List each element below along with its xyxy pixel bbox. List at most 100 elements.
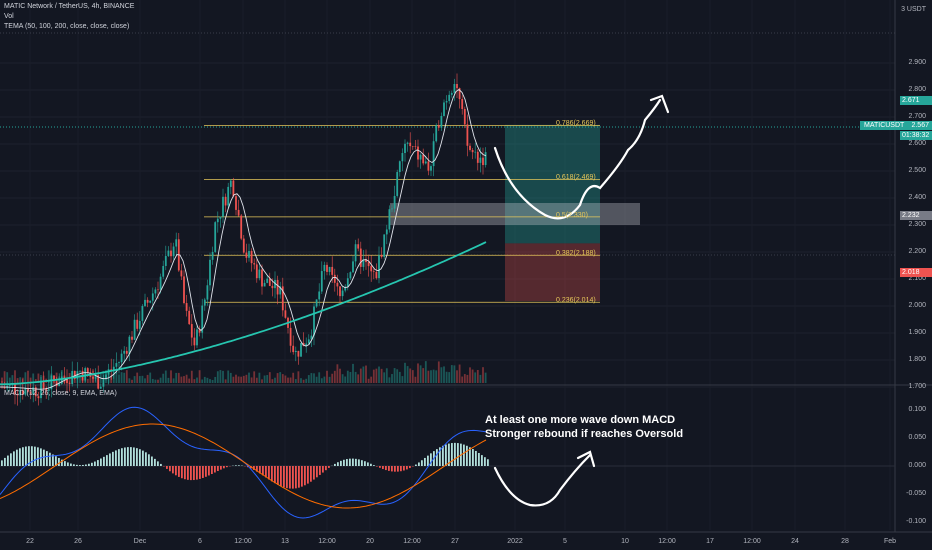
macd-histogram-bar (328, 466, 330, 468)
macd-histogram-bar (286, 466, 288, 489)
volume-bar (86, 378, 89, 383)
macd-histogram-bar (100, 458, 102, 466)
volume-bar (167, 377, 170, 383)
macd-histogram-bar (373, 465, 375, 466)
volume-bar (349, 371, 352, 383)
candle-body (326, 264, 328, 272)
macd-histogram-bar (475, 450, 477, 466)
macd-histogram-bar (202, 466, 204, 478)
candle-body (315, 299, 318, 307)
volume-bar (344, 376, 347, 383)
macd-histogram-bar (169, 466, 171, 472)
candle-body (190, 324, 193, 338)
macd-histogram-bar (226, 466, 228, 468)
macd-legend[interactable]: MACD (12, 26, close, 9, EMA, EMA) (4, 390, 117, 397)
price-tick: 2.200 (908, 248, 926, 255)
macd-histogram-bar (4, 457, 6, 466)
macd-histogram-bar (481, 455, 483, 466)
volume-bar (385, 368, 388, 383)
candle-body (250, 250, 253, 264)
volume-bar (245, 374, 248, 383)
volume-bar (24, 372, 27, 383)
candle-body (47, 389, 50, 391)
tema-legend[interactable]: TEMA (50, 100, 200, close, close, close) (4, 23, 130, 30)
candle-body (105, 374, 107, 380)
macd-histogram-bar (136, 448, 138, 466)
volume-bar (406, 366, 409, 383)
volume-bar (37, 373, 40, 383)
macd-histogram-bar (253, 466, 255, 470)
volume-bar (453, 365, 456, 383)
candle-body (266, 278, 269, 283)
volume-bar (32, 373, 35, 383)
candle-body (196, 329, 198, 346)
candle-body (172, 246, 175, 257)
candle-body (318, 291, 321, 300)
macd-tick: -0.100 (906, 518, 926, 525)
macd-histogram-bar (37, 447, 39, 466)
volume-bar (372, 369, 375, 383)
candle-body (37, 396, 40, 399)
macd-histogram-bar (469, 447, 471, 466)
macd-histogram-bar (88, 463, 90, 466)
macd-histogram-bar (385, 466, 387, 471)
volume-bar (300, 378, 302, 383)
macd-histogram-bar (448, 443, 450, 466)
candle-body (125, 350, 128, 354)
candle-body (211, 251, 214, 260)
volume-bar (175, 372, 178, 383)
volume-legend[interactable]: Vol (4, 13, 14, 20)
candle-body (484, 152, 487, 166)
volume-bar (276, 373, 279, 383)
macd-histogram-bar (346, 459, 348, 466)
fib-level-label: 0.618(2.469) (556, 174, 596, 182)
annotation-line-1: At least one more wave down MACD (485, 414, 676, 426)
volume-bar (42, 375, 45, 383)
macd-histogram-bar (394, 466, 396, 472)
candle-body (180, 270, 183, 277)
symbol-tag-price: 2.567 (911, 122, 929, 129)
price-tick: 2.500 (908, 167, 926, 174)
time-tick: 17 (706, 538, 714, 545)
candle-body (60, 376, 63, 384)
macd-histogram-bar (43, 449, 45, 466)
candle-body (401, 153, 404, 162)
volume-bar (185, 374, 188, 383)
price-tick: 2.600 (908, 140, 926, 147)
volume-bar (1, 377, 3, 383)
macd-histogram-bar (181, 466, 183, 479)
candle-body (92, 376, 94, 379)
volume-bar (92, 370, 94, 383)
candle-body (19, 389, 22, 396)
support-box (390, 203, 640, 225)
macd-tick: 0.100 (908, 406, 926, 413)
volume-bar (170, 370, 172, 383)
volume-bar (183, 376, 185, 383)
candle-body (313, 306, 315, 336)
volume-bar (248, 372, 250, 383)
volume-bar (362, 366, 365, 383)
candle-body (164, 256, 167, 266)
macd-tick: 0.000 (908, 462, 926, 469)
volume-bar (424, 361, 427, 383)
macd-histogram-bar (172, 466, 174, 474)
macd-histogram-bar (52, 454, 54, 466)
time-tick: 27 (451, 538, 459, 545)
candle-body (29, 391, 32, 395)
macd-histogram-bar (85, 464, 87, 466)
candle-body (453, 84, 456, 93)
time-tick: 12:00 (658, 538, 676, 545)
candle-body (445, 101, 448, 103)
annotation-text[interactable]: At least one more wave down MACD Stronge… (485, 413, 683, 441)
candle-body (58, 383, 61, 387)
candle-body (310, 335, 313, 340)
candle-body (367, 262, 370, 267)
symbol-legend[interactable]: MATIC Network / TetherUS, 4h, BINANCE (4, 3, 135, 10)
time-tick: 26 (74, 538, 82, 545)
macd-histogram-bar (400, 466, 402, 472)
candle-body (185, 303, 188, 311)
volume-bar (458, 364, 461, 383)
volume-bar (476, 369, 479, 383)
volume-bar (375, 368, 378, 383)
